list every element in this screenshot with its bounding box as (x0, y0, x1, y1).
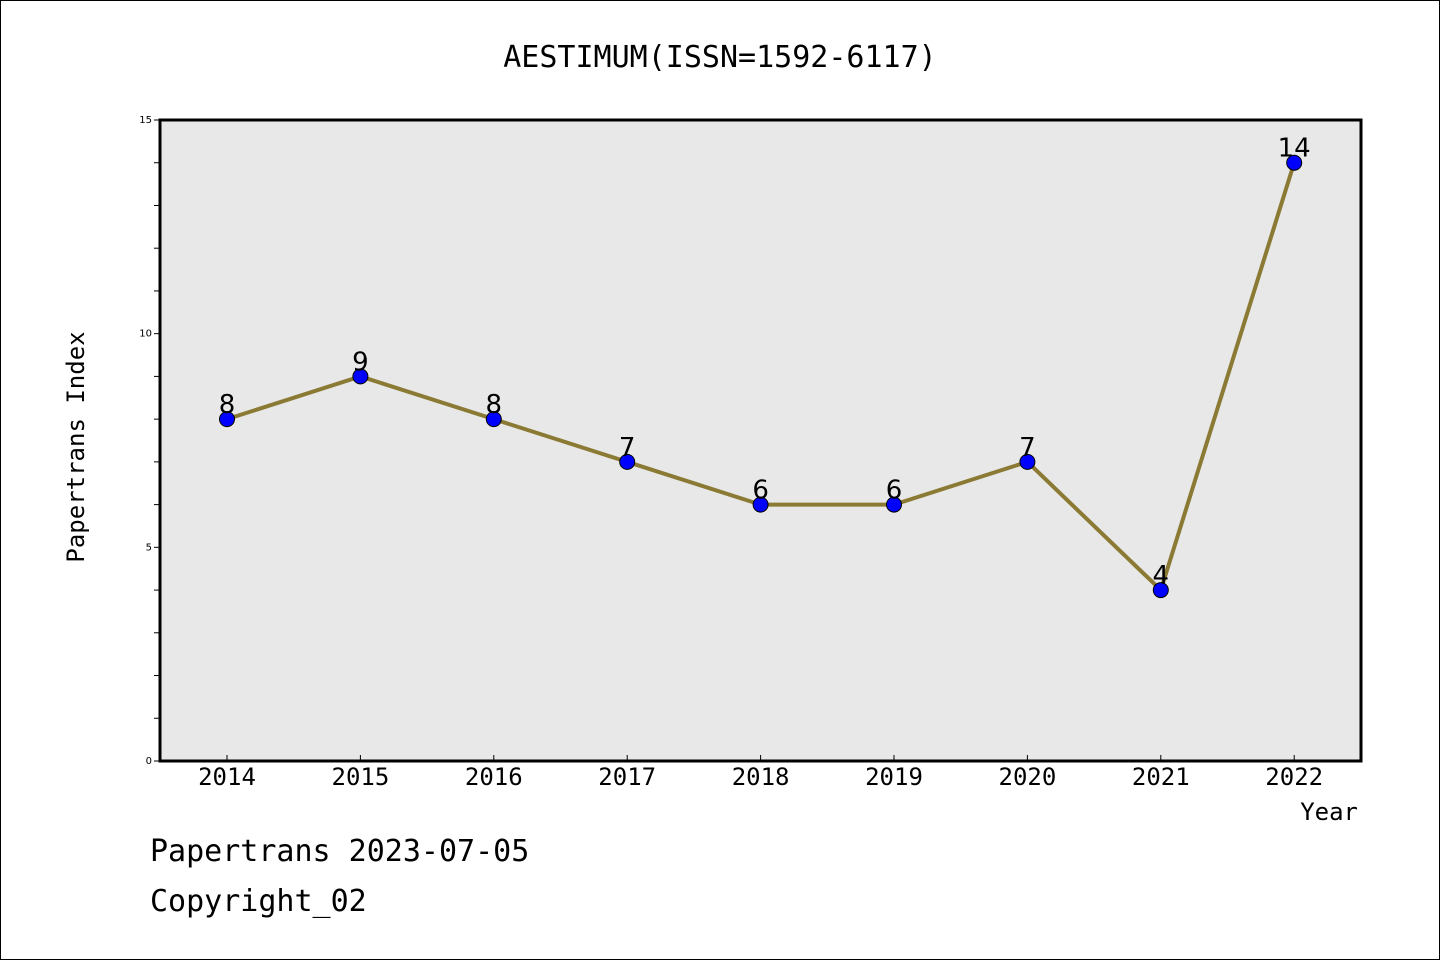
data-label: 7 (1019, 433, 1036, 463)
data-point (1152, 582, 1169, 599)
plot-border (158, 118, 1363, 763)
y-tick-label: 0 (146, 756, 152, 767)
y-tick-label: 5 (146, 542, 152, 553)
data-label: 8 (219, 390, 236, 420)
x-tick-label: 2015 (332, 763, 390, 791)
x-tick-label: 2018 (732, 763, 790, 791)
chart-title: AESTIMUM(ISSN=1592-6117) (503, 40, 936, 75)
y-tick-label: 10 (139, 329, 152, 340)
footer-source: Papertrans 2023-07-05 (150, 834, 530, 869)
plot-area (160, 120, 1361, 761)
data-label: 6 (886, 476, 903, 506)
data-point (219, 411, 235, 428)
data-label: 7 (619, 433, 636, 463)
x-tick-label: 2019 (865, 763, 923, 791)
data-markers (219, 154, 1303, 599)
y-axis-title: Papertrans Index (62, 331, 90, 562)
data-point (352, 368, 369, 385)
data-label: 6 (752, 476, 769, 506)
x-axis-title: Year (1300, 798, 1358, 826)
data-point (886, 496, 902, 513)
data-point (1286, 154, 1303, 171)
x-tick-label: 2014 (198, 763, 256, 791)
data-point (485, 411, 502, 428)
data-label: 9 (352, 347, 369, 377)
data-labels: 8 9 8 7 6 6 7 4 14 (219, 134, 1311, 591)
data-label: 4 (1153, 561, 1170, 591)
x-tick-label: 2016 (465, 763, 523, 791)
x-tick-label: 2017 (598, 763, 656, 791)
y-tick-labels: 0 5 10 15 (139, 115, 152, 767)
x-tick-label: 2021 (1132, 763, 1190, 791)
data-label: 14 (1278, 134, 1311, 164)
x-tick-label: 2022 (1265, 763, 1323, 791)
y-tick-label: 15 (139, 115, 152, 126)
data-point (619, 453, 636, 470)
data-label: 8 (486, 390, 503, 420)
x-tick-label: 2020 (999, 763, 1057, 791)
data-point (752, 496, 769, 513)
data-point (1019, 453, 1036, 470)
footer-copyright: Copyright_02 (150, 884, 367, 919)
x-tick-labels: 2014 2015 2016 2017 2018 2019 2020 2021 2022 (198, 763, 1323, 791)
